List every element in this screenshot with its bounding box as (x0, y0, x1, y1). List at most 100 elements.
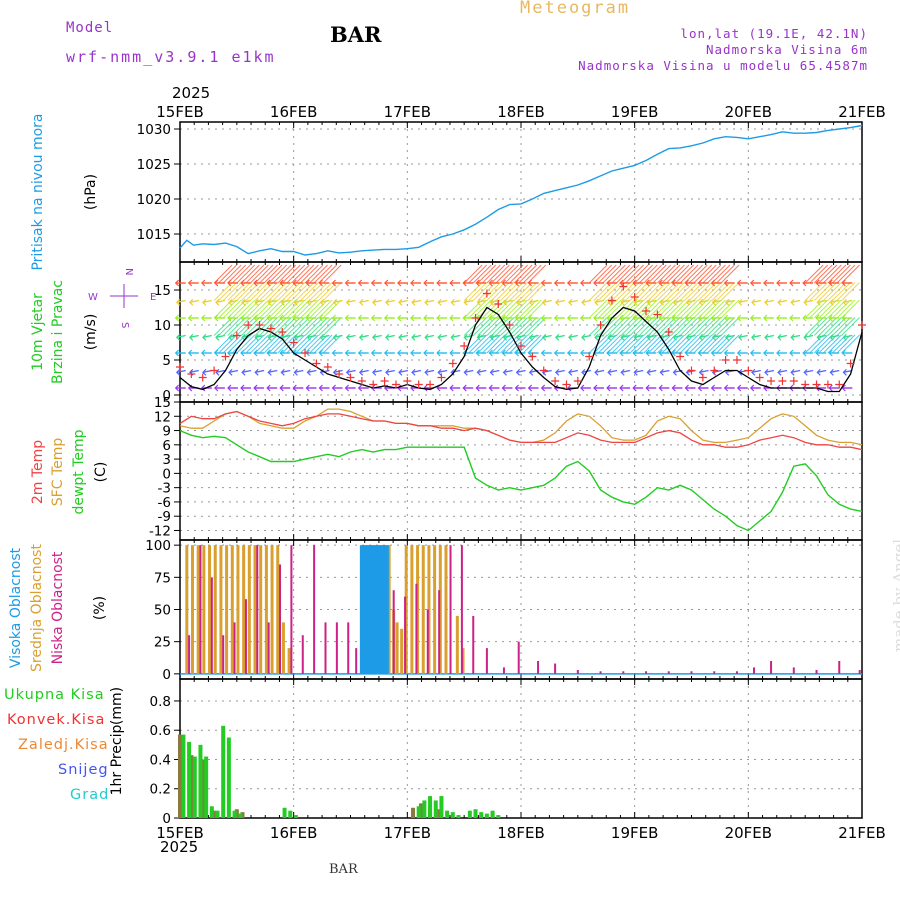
wind-hatch (254, 299, 274, 319)
low-cloud-bar (438, 590, 441, 674)
wind-hatch (611, 317, 631, 336)
wind-hatch (625, 317, 644, 336)
gust-marker (619, 282, 628, 291)
wind-arrow-head (318, 279, 323, 287)
wind-hatch (588, 317, 608, 336)
wind-hatch (236, 317, 256, 336)
wind-arrow (817, 369, 827, 374)
wind-arrow-head (475, 349, 480, 357)
wind-hatch (518, 334, 538, 354)
y-tick-label: 5 (162, 353, 171, 369)
wind-arrow-head (723, 279, 729, 287)
sfc-temp-axis-title: SFC Temp (50, 438, 66, 507)
wind-arrow (516, 299, 526, 304)
wind-arrow-head (410, 279, 415, 287)
wind-arrow-head (187, 279, 193, 287)
wind-arrow-head (371, 333, 377, 341)
gust-marker (846, 359, 855, 368)
wind-hatch (281, 299, 301, 319)
wind-arrow (764, 299, 775, 304)
mid-cloud-bar (191, 545, 195, 674)
dewpt-line (179, 429, 863, 532)
wind-arrow-head (646, 298, 651, 306)
mid-cloud-bar (236, 545, 240, 674)
total-precip-bar (439, 796, 444, 818)
mid-cloud-bar (230, 545, 234, 674)
wind-arrow-head (423, 279, 428, 287)
wind-arrow-head (606, 349, 611, 357)
wind-arrow (451, 334, 461, 339)
wind-arrow-head (566, 314, 572, 322)
wind-hatch (286, 264, 306, 284)
mid-cloud-bar (281, 622, 285, 674)
y-tick-label: 50 (154, 603, 171, 619)
wind-arrow (411, 299, 422, 304)
wind-hatch (213, 282, 233, 301)
y-tick-label: 15 (154, 395, 171, 411)
wind-arrow-head (646, 333, 651, 341)
wind-hatch (629, 264, 649, 284)
x-tick-label-bottom: 20FEB (725, 824, 772, 842)
mid-cloud-bar (427, 545, 431, 674)
wind-arrow-head (658, 314, 663, 322)
wind-arrow (372, 299, 382, 304)
wind-hatch (707, 334, 726, 354)
wind-hatch (670, 317, 690, 336)
low-cloud-bar (324, 622, 327, 674)
wind-hatch (286, 282, 306, 301)
wind-hatch (309, 282, 328, 301)
wind-hatch (268, 264, 288, 284)
wind-arrow-head (764, 368, 769, 376)
total-precip-bar (456, 815, 461, 818)
low-cloud-bar (713, 671, 716, 674)
wind-hatch (832, 264, 851, 284)
wind-hatch (218, 264, 238, 284)
precip-legend-item: Konvek.Kisa (7, 712, 105, 728)
wind-arrow (699, 369, 709, 374)
low-cloud-bar (460, 545, 463, 674)
wind-arrow (346, 334, 356, 339)
low-cloud-bar (199, 545, 202, 674)
wind-hatch (638, 299, 658, 319)
wind-arrow-head (829, 333, 834, 341)
wind-arrow-head (279, 314, 284, 322)
wind-arrow (255, 334, 265, 339)
mid-cloud-bar (387, 545, 391, 674)
panel-frame (179, 401, 863, 541)
gust-marker (312, 359, 321, 368)
wind-hatch (716, 299, 735, 319)
wind-hatch (463, 282, 483, 301)
gust-marker (664, 328, 673, 336)
wind-arrow-head (764, 333, 769, 341)
low-cloud-bar (449, 545, 452, 674)
wind-arrow (176, 369, 186, 374)
wind-arrow-head (462, 279, 467, 287)
gust-marker (528, 352, 537, 361)
wind-hatch (222, 264, 242, 284)
wind-arrow-head (489, 368, 494, 376)
wind-arrow (490, 369, 500, 374)
wind-hatch (309, 299, 328, 319)
total-precip-bar (473, 809, 478, 818)
wind-arrow-head (684, 314, 689, 322)
wind-hatch (832, 334, 851, 354)
wind-arrow-head (228, 333, 233, 341)
wind-arrow-head (200, 384, 206, 392)
y-tick-label: -9 (158, 509, 171, 525)
wind-arrow-head (763, 314, 768, 322)
x-tick-label-top: 16FEB (270, 103, 317, 121)
wind-hatch (625, 299, 644, 319)
low-cloud-bar (690, 671, 693, 674)
wind-arrow-head (305, 314, 310, 322)
wind-arrow (307, 334, 317, 339)
wind-arrow (830, 299, 840, 304)
wind-hatch (597, 282, 617, 301)
wind-arrow-head (228, 368, 233, 376)
x-tick-label-top: 19FEB (611, 103, 658, 121)
gust-marker (789, 377, 798, 385)
wind-arrow-head (411, 368, 416, 376)
gust-marker (551, 377, 560, 385)
wind-arrow (738, 299, 748, 304)
wind-arrow (607, 369, 618, 374)
wind-arrow-head (685, 333, 690, 341)
